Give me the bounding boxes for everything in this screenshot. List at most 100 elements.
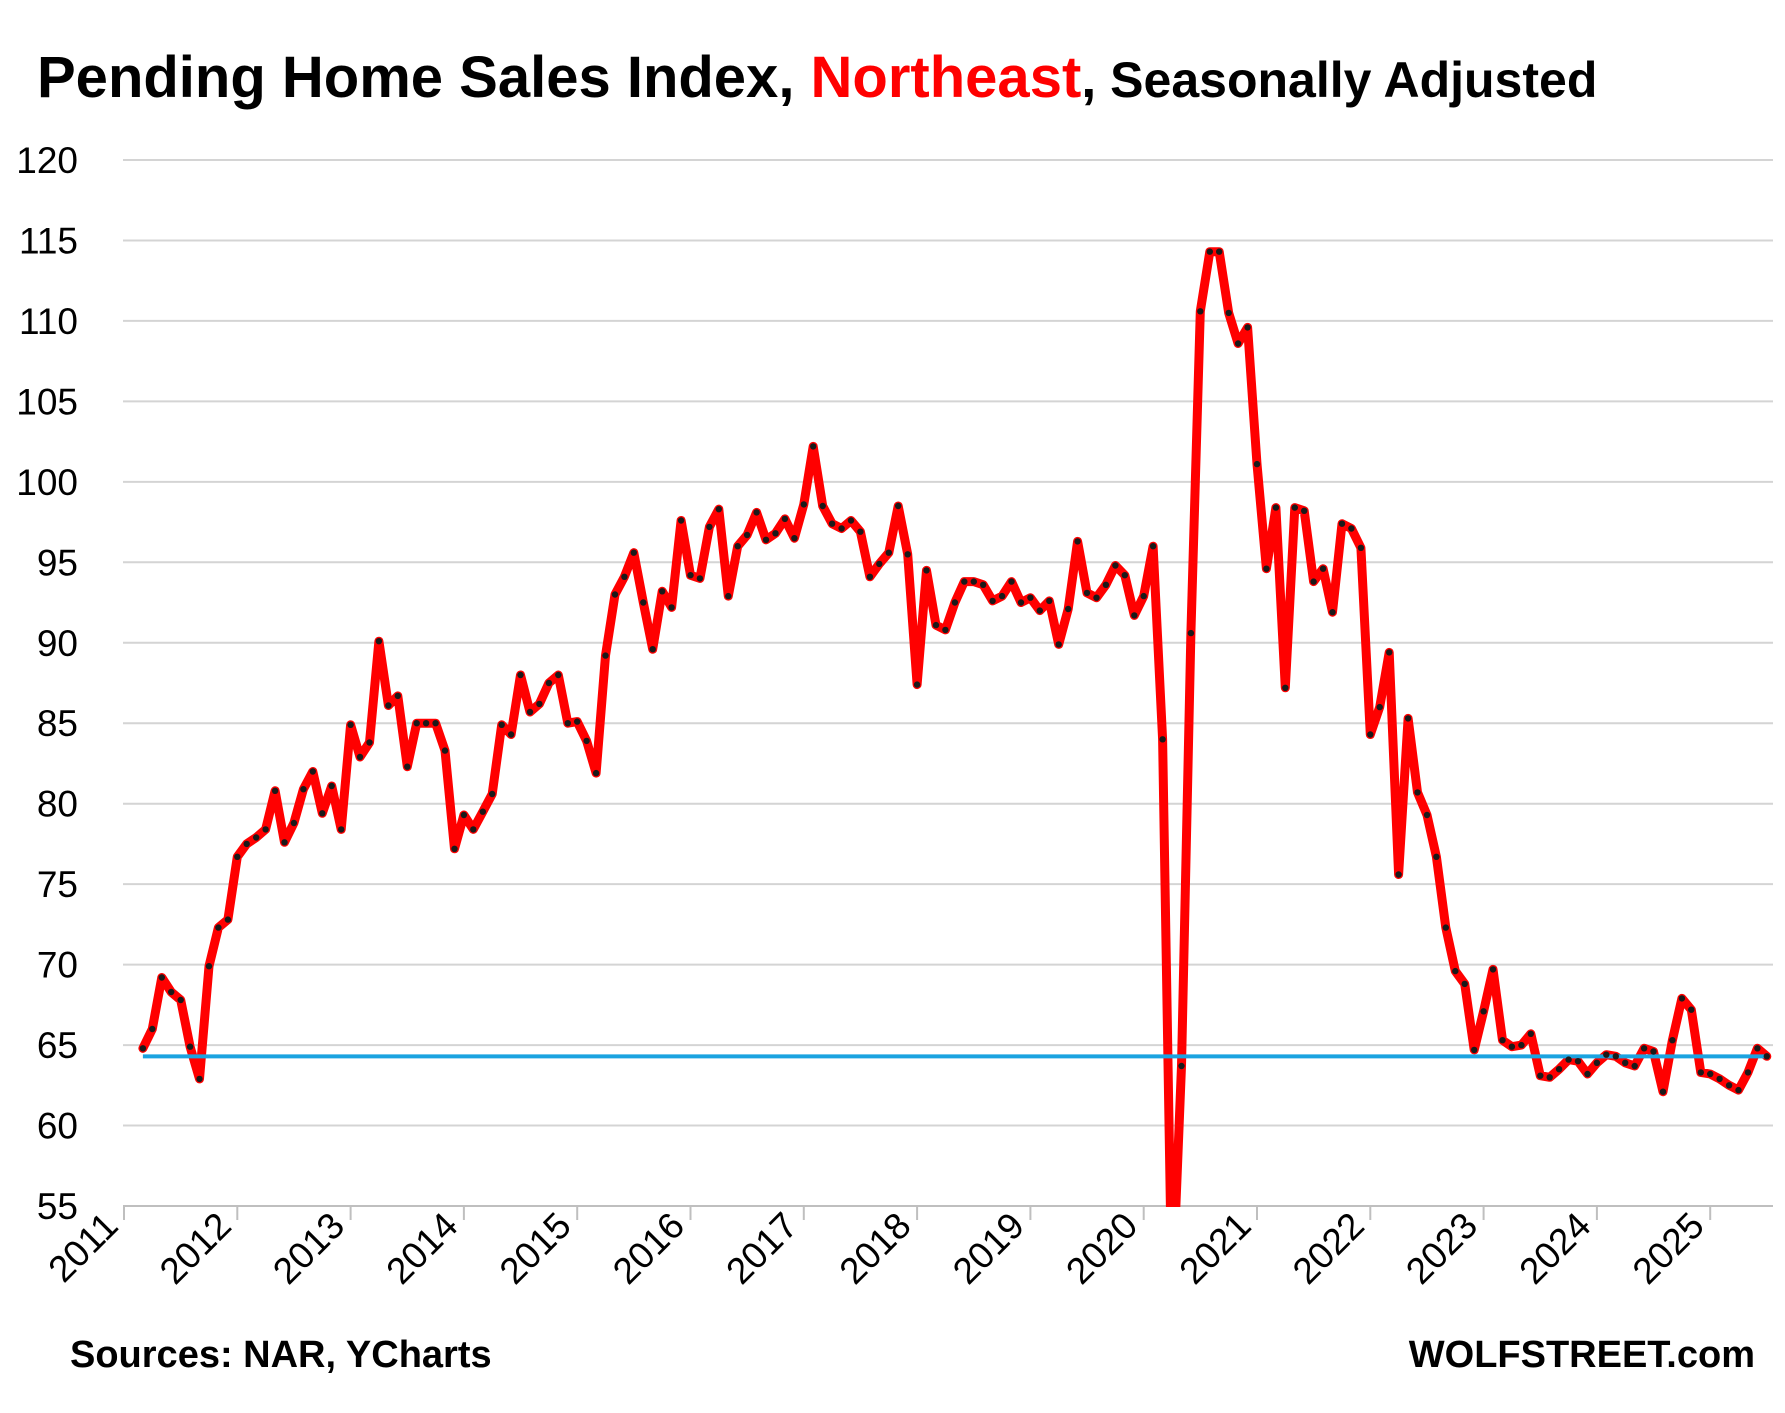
data-point-29 bbox=[413, 720, 420, 727]
data-point-31 bbox=[432, 720, 439, 727]
data-point-146 bbox=[1518, 1041, 1525, 1049]
data-point-63 bbox=[734, 543, 741, 550]
data-point-68 bbox=[781, 515, 789, 523]
data-point-49 bbox=[602, 652, 609, 659]
data-point-53 bbox=[640, 599, 647, 606]
y-tick-label-90: 90 bbox=[37, 623, 78, 664]
data-point-119 bbox=[1263, 565, 1270, 572]
data-point-153 bbox=[1584, 1070, 1591, 1078]
data-point-131 bbox=[1376, 703, 1383, 711]
y-tick-label-95: 95 bbox=[37, 542, 78, 583]
data-point-74 bbox=[838, 525, 845, 532]
data-point-99 bbox=[1074, 538, 1081, 545]
data-point-77 bbox=[866, 573, 874, 580]
data-point-0 bbox=[139, 1045, 147, 1052]
data-point-47 bbox=[583, 737, 590, 745]
data-point-1 bbox=[149, 1025, 156, 1033]
y-tick-label-85: 85 bbox=[37, 703, 78, 744]
data-point-9 bbox=[224, 916, 232, 923]
data-point-132 bbox=[1386, 649, 1393, 656]
data-point-4 bbox=[177, 996, 184, 1004]
data-point-3 bbox=[168, 988, 175, 996]
data-point-150 bbox=[1555, 1066, 1563, 1073]
data-point-71 bbox=[810, 443, 817, 450]
data-point-169 bbox=[1735, 1086, 1742, 1094]
data-point-66 bbox=[762, 536, 770, 543]
data-point-78 bbox=[876, 560, 883, 568]
data-point-127 bbox=[1338, 520, 1346, 527]
x-tick-label-2013: 2013 bbox=[265, 1205, 352, 1292]
data-point-87 bbox=[961, 578, 968, 585]
data-point-142 bbox=[1480, 1008, 1487, 1015]
data-point-130 bbox=[1367, 731, 1374, 738]
data-point-12 bbox=[253, 834, 260, 841]
data-point-50 bbox=[611, 591, 619, 598]
data-point-167 bbox=[1716, 1075, 1723, 1083]
data-point-171 bbox=[1754, 1045, 1761, 1052]
data-point-43 bbox=[545, 679, 553, 687]
data-point-73 bbox=[828, 520, 836, 527]
data-point-80 bbox=[895, 502, 902, 510]
x-axis-tick-labels: 2011 2012 2013 2014 2015 2016 2017 2018 2019 2020… bbox=[40, 1205, 1711, 1292]
data-point-36 bbox=[479, 808, 486, 815]
chart-title: Pending Home Sales Index, Northeast, Sea… bbox=[37, 44, 1597, 111]
data-point-151 bbox=[1565, 1056, 1572, 1063]
data-point-141 bbox=[1471, 1046, 1478, 1054]
data-point-35 bbox=[470, 826, 477, 833]
data-point-54 bbox=[649, 646, 656, 653]
data-point-42 bbox=[536, 700, 543, 708]
data-point-172 bbox=[1763, 1053, 1771, 1060]
data-point-16 bbox=[290, 819, 298, 827]
data-point-46 bbox=[574, 718, 581, 725]
data-point-116 bbox=[1234, 340, 1242, 347]
data-point-133 bbox=[1395, 871, 1402, 878]
y-tick-label-115: 115 bbox=[19, 220, 78, 261]
data-point-98 bbox=[1065, 605, 1072, 613]
data-point-91 bbox=[998, 592, 1006, 600]
data-point-84 bbox=[932, 621, 940, 629]
x-tick-label-2025: 2025 bbox=[1625, 1205, 1712, 1292]
data-point-38 bbox=[498, 721, 505, 728]
data-point-114 bbox=[1216, 248, 1223, 255]
y-axis-tick-labels: 55 60 65 70 75 80 85 90 95 100 105 110 115 120 bbox=[16, 140, 78, 1227]
title-region: Northeast bbox=[810, 45, 1082, 110]
data-point-165 bbox=[1697, 1069, 1705, 1076]
data-point-83 bbox=[923, 567, 930, 574]
data-point-137 bbox=[1433, 853, 1440, 860]
y-tick-label-65: 65 bbox=[37, 1025, 78, 1066]
data-point-59 bbox=[696, 575, 704, 582]
y-tick-label-120: 120 bbox=[16, 140, 78, 181]
data-point-72 bbox=[819, 502, 826, 510]
data-point-55 bbox=[659, 588, 666, 595]
data-point-61 bbox=[715, 506, 722, 513]
data-point-160 bbox=[1650, 1048, 1657, 1055]
data-point-144 bbox=[1499, 1037, 1506, 1044]
data-point-107 bbox=[1149, 543, 1157, 550]
data-point-8 bbox=[215, 924, 222, 931]
data-point-51 bbox=[621, 573, 628, 580]
data-point-164 bbox=[1688, 1006, 1695, 1013]
title-comma: , bbox=[1081, 49, 1097, 109]
data-point-162 bbox=[1669, 1037, 1676, 1044]
data-point-154 bbox=[1593, 1059, 1601, 1067]
data-point-111 bbox=[1187, 629, 1195, 637]
data-point-152 bbox=[1574, 1058, 1582, 1065]
data-point-168 bbox=[1725, 1082, 1733, 1089]
data-point-26 bbox=[385, 702, 392, 709]
data-point-6 bbox=[196, 1075, 203, 1083]
data-point-101 bbox=[1093, 594, 1100, 601]
y-tick-label-60: 60 bbox=[37, 1106, 78, 1147]
data-point-25 bbox=[375, 638, 383, 645]
data-point-156 bbox=[1612, 1053, 1620, 1060]
data-point-88 bbox=[970, 578, 977, 585]
data-point-75 bbox=[847, 517, 855, 524]
data-point-14 bbox=[271, 787, 279, 794]
x-tick-label-2023: 2023 bbox=[1398, 1205, 1485, 1292]
data-point-40 bbox=[517, 671, 524, 679]
data-point-28 bbox=[404, 763, 411, 770]
x-tick-label-2024: 2024 bbox=[1511, 1205, 1598, 1292]
data-point-117 bbox=[1244, 324, 1251, 331]
data-point-159 bbox=[1640, 1045, 1648, 1052]
data-point-56 bbox=[668, 604, 675, 611]
